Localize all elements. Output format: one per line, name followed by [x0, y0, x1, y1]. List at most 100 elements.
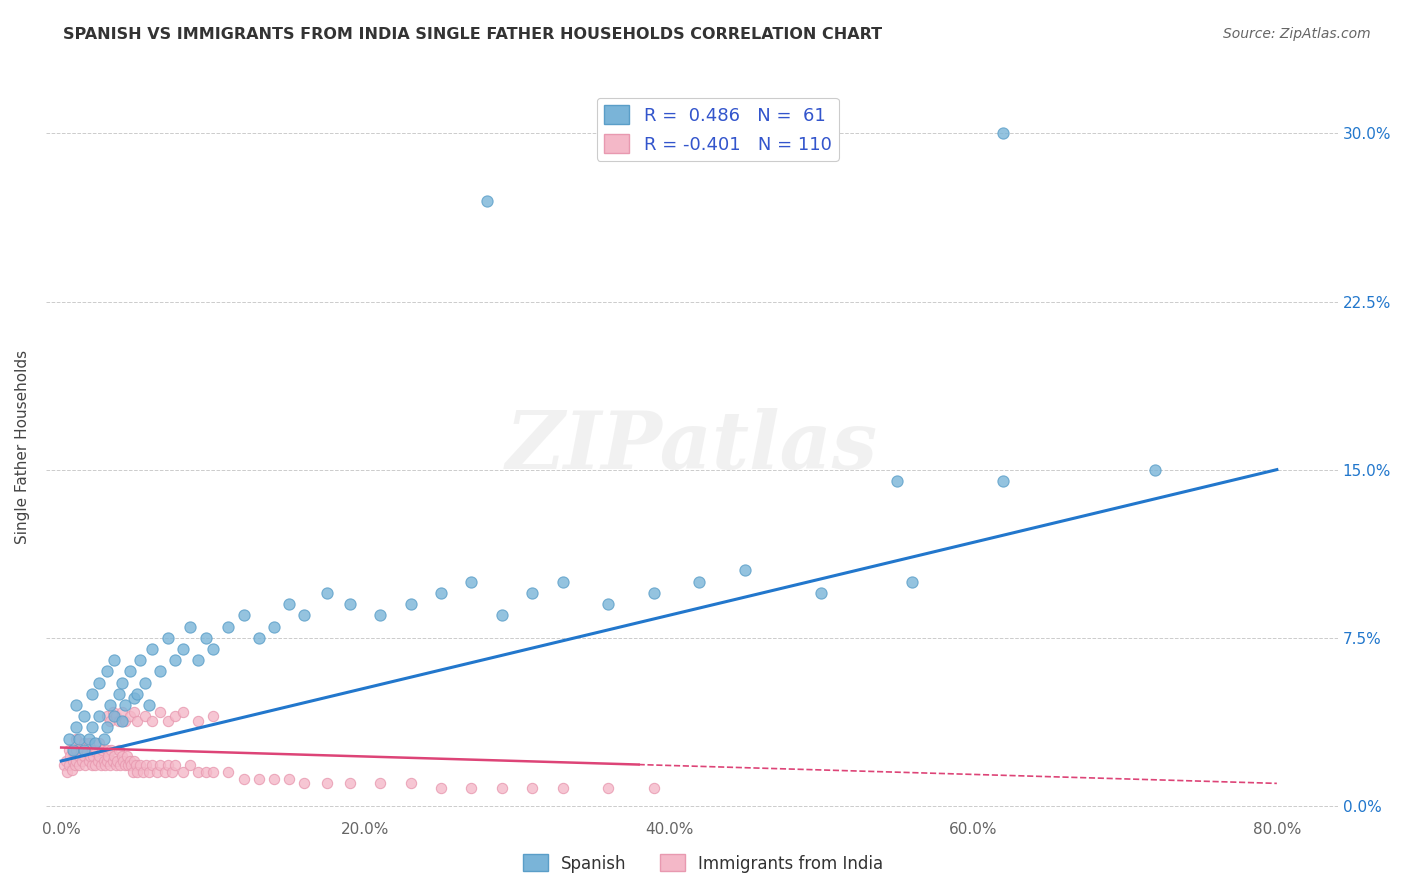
Point — [122, 705, 145, 719]
Point — [117, 758, 139, 772]
Point — [430, 780, 453, 795]
Point — [368, 608, 391, 623]
Point — [58, 731, 80, 746]
Point — [108, 714, 131, 728]
Point — [460, 780, 482, 795]
Point — [98, 714, 121, 728]
Point — [111, 705, 134, 719]
Point — [141, 714, 163, 728]
Point — [688, 574, 710, 589]
Point — [292, 776, 315, 790]
Point — [111, 675, 134, 690]
Point — [172, 641, 194, 656]
Point — [202, 641, 225, 656]
Point — [263, 619, 285, 633]
Point — [65, 743, 87, 757]
Point — [399, 776, 422, 790]
Point — [73, 743, 96, 757]
Point — [103, 749, 125, 764]
Point — [138, 765, 160, 780]
Point — [55, 754, 77, 768]
Point — [156, 758, 179, 772]
Point — [522, 780, 544, 795]
Point — [75, 758, 97, 772]
Point — [134, 709, 156, 723]
Point — [194, 765, 217, 780]
Point — [179, 619, 201, 633]
Point — [121, 765, 143, 780]
Point — [56, 765, 79, 780]
Point — [111, 714, 134, 728]
Point — [90, 758, 112, 772]
Text: ZIPatlas: ZIPatlas — [506, 409, 877, 486]
Point — [97, 749, 120, 764]
Point — [149, 705, 172, 719]
Point — [110, 758, 132, 772]
Point — [551, 574, 574, 589]
Point — [111, 749, 134, 764]
Point — [114, 714, 136, 728]
Point — [94, 758, 117, 772]
Point — [129, 653, 152, 667]
Point — [522, 586, 544, 600]
Point — [138, 698, 160, 712]
Point — [734, 564, 756, 578]
Point — [80, 720, 103, 734]
Point — [135, 758, 157, 772]
Point — [72, 754, 94, 768]
Point — [79, 749, 101, 764]
Point — [127, 687, 149, 701]
Point — [993, 127, 1015, 141]
Point — [993, 474, 1015, 488]
Point — [232, 608, 254, 623]
Point — [118, 754, 141, 768]
Point — [108, 687, 131, 701]
Point — [278, 597, 301, 611]
Point — [118, 665, 141, 679]
Point — [62, 745, 84, 759]
Point — [115, 749, 138, 764]
Point — [93, 731, 115, 746]
Point — [65, 731, 87, 746]
Point — [103, 653, 125, 667]
Point — [73, 749, 96, 764]
Point — [278, 772, 301, 786]
Point — [73, 736, 96, 750]
Point — [202, 709, 225, 723]
Point — [194, 631, 217, 645]
Point — [165, 709, 187, 723]
Point — [217, 619, 239, 633]
Point — [84, 745, 107, 759]
Point — [58, 743, 80, 757]
Point — [89, 709, 111, 723]
Point — [58, 758, 80, 772]
Point — [65, 698, 87, 712]
Point — [598, 780, 620, 795]
Point — [172, 705, 194, 719]
Point — [83, 736, 105, 750]
Point — [63, 758, 86, 772]
Point — [112, 754, 135, 768]
Text: Source: ZipAtlas.com: Source: ZipAtlas.com — [1223, 27, 1371, 41]
Point — [165, 653, 187, 667]
Point — [141, 758, 163, 772]
Point — [101, 705, 124, 719]
Point — [80, 743, 103, 757]
Text: SPANISH VS IMMIGRANTS FROM INDIA SINGLE FATHER HOUSEHOLDS CORRELATION CHART: SPANISH VS IMMIGRANTS FROM INDIA SINGLE … — [63, 27, 883, 42]
Point — [80, 758, 103, 772]
Y-axis label: Single Father Households: Single Father Households — [15, 351, 30, 544]
Point — [77, 754, 100, 768]
Point — [108, 743, 131, 757]
Point — [430, 586, 453, 600]
Point — [160, 765, 183, 780]
Point — [114, 758, 136, 772]
Point — [127, 765, 149, 780]
Point — [67, 731, 90, 746]
Point — [89, 749, 111, 764]
Point — [316, 586, 339, 600]
Point — [132, 765, 155, 780]
Point — [77, 731, 100, 746]
Point — [339, 776, 361, 790]
Point — [172, 765, 194, 780]
Point — [98, 698, 121, 712]
